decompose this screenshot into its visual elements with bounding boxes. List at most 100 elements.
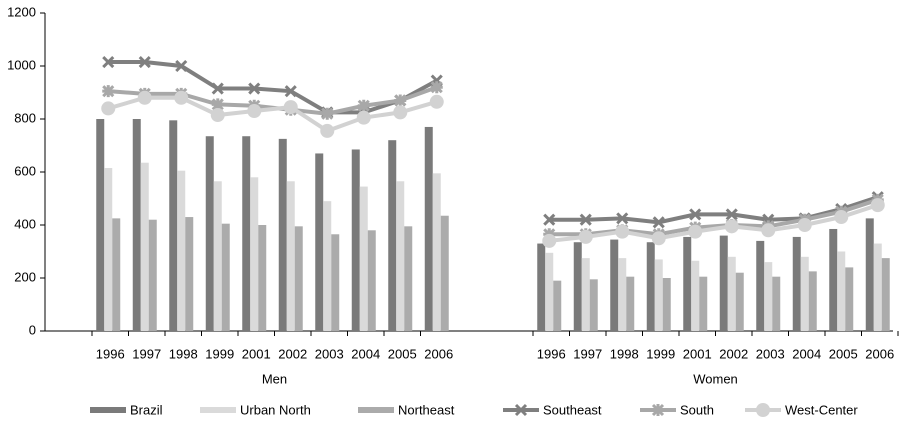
marker [357, 99, 370, 112]
marker [210, 108, 225, 123]
line [107, 95, 438, 134]
bar [294, 226, 303, 331]
bar [367, 230, 376, 331]
marker [284, 85, 297, 98]
marker [616, 212, 629, 225]
marker [761, 223, 776, 238]
x-tick-label: 1998 [610, 346, 639, 361]
x-tick-label: 2005 [829, 346, 858, 361]
x-tick-label: 2004 [792, 346, 821, 361]
legend-label: West-Center [785, 402, 858, 417]
bar [792, 236, 801, 331]
marker [211, 82, 224, 95]
marker [430, 81, 443, 94]
marker [579, 213, 592, 226]
marker [248, 82, 261, 95]
bar [221, 223, 230, 331]
x-tick-label: 2005 [388, 346, 417, 361]
marker [102, 55, 115, 69]
bar [258, 225, 267, 331]
bar [140, 162, 149, 331]
bar [829, 228, 838, 331]
bar [96, 119, 105, 331]
bar [177, 170, 186, 331]
marker [393, 105, 408, 120]
marker [356, 110, 371, 125]
marker [651, 231, 666, 246]
x-tick-label: 2001 [242, 346, 271, 361]
marker [394, 94, 407, 107]
bar [424, 126, 433, 331]
marker [283, 100, 298, 115]
bar [323, 201, 332, 331]
marker [320, 123, 335, 138]
marker [514, 403, 528, 417]
bar [865, 218, 874, 331]
marker [429, 94, 444, 109]
bar [396, 181, 405, 331]
bar [553, 280, 562, 331]
bar [581, 258, 590, 331]
x-tick-label: 1999 [205, 346, 234, 361]
bar [537, 243, 546, 331]
marker [651, 403, 665, 417]
x-tick-label: 1999 [646, 346, 675, 361]
bar [331, 234, 340, 331]
bar [205, 136, 214, 331]
marker [724, 219, 739, 234]
bar [646, 242, 655, 331]
x-tick-label: 1996 [537, 346, 566, 361]
bar [250, 177, 259, 331]
bar [404, 226, 413, 331]
marker [689, 208, 702, 221]
group-label: Men [262, 371, 287, 386]
bar [662, 278, 671, 331]
legend-label: Urban North [240, 402, 311, 417]
y-tick-label: 800 [14, 110, 36, 125]
bar [185, 217, 194, 331]
bar [351, 149, 360, 331]
bar [800, 256, 809, 331]
bar [440, 215, 449, 331]
marker [834, 210, 849, 225]
marker [797, 218, 812, 232]
marker [211, 98, 224, 111]
bar [589, 279, 598, 331]
marker [578, 229, 593, 244]
bar [545, 252, 554, 331]
x-tick-label: 2004 [351, 346, 380, 361]
y-tick-label: 1000 [7, 57, 36, 72]
bar [610, 239, 619, 331]
y-tick-label: 600 [14, 163, 36, 178]
bar [432, 173, 441, 331]
bar [756, 240, 765, 331]
marker [652, 216, 665, 229]
bar [735, 272, 744, 331]
x-tick-label: 2002 [719, 346, 748, 361]
marker [321, 107, 334, 120]
x-tick-label: 1997 [573, 346, 602, 361]
bar [315, 153, 324, 331]
bar [683, 236, 692, 331]
marker [688, 224, 703, 239]
marker [756, 403, 770, 417]
bar [169, 120, 178, 331]
x-tick-label: 2001 [683, 346, 712, 361]
x-tick-label: 1996 [96, 346, 125, 361]
marker [725, 208, 738, 221]
marker [543, 213, 556, 226]
bar [845, 267, 854, 331]
y-tick-label: 400 [14, 216, 36, 231]
bar [691, 260, 700, 331]
marker [138, 55, 151, 69]
legend-label: Brazil [130, 402, 163, 417]
x-tick-label: 1997 [132, 346, 161, 361]
bar [654, 259, 663, 331]
bar [573, 242, 582, 331]
line [108, 60, 438, 115]
marker [247, 104, 262, 119]
bar [772, 276, 781, 331]
marker [542, 233, 557, 248]
marker [174, 90, 189, 105]
